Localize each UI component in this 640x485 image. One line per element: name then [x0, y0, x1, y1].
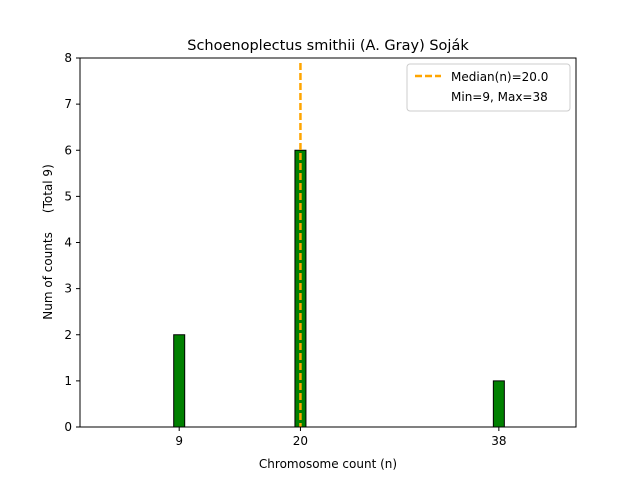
y-tick-label-2: 2 [64, 328, 72, 342]
bar-9 [173, 334, 186, 428]
y-tick-label-1: 1 [64, 374, 72, 388]
bar-38 [492, 380, 505, 428]
legend-minmax-entry: Min=9, Max=38 [451, 90, 548, 104]
y-axis-label: Num of counts (Total 9) [41, 164, 55, 319]
legend-box [406, 63, 571, 112]
y-tick-label-6: 6 [64, 143, 72, 157]
x-tick-label-20: 20 [293, 434, 308, 448]
x-tick-label-38: 38 [491, 434, 506, 448]
y-tick-label-0: 0 [64, 420, 72, 434]
chart-title: Schoenoplectus smithii (A. Gray) Soják [187, 38, 469, 54]
legend-median-entry: Median(n)=20.0 [451, 70, 548, 84]
y-tick-label-4: 4 [64, 236, 72, 250]
y-tick-label-7: 7 [64, 97, 72, 111]
x-tick-label-9: 9 [175, 434, 183, 448]
y-tick-label-8: 8 [64, 51, 72, 65]
legend: Median(n)=20.0 Min=9, Max=38 [406, 63, 571, 112]
y-tick-label-3: 3 [64, 282, 72, 296]
x-axis-label: Chromosome count (n) [259, 457, 397, 471]
y-tick-label-5: 5 [64, 189, 72, 203]
